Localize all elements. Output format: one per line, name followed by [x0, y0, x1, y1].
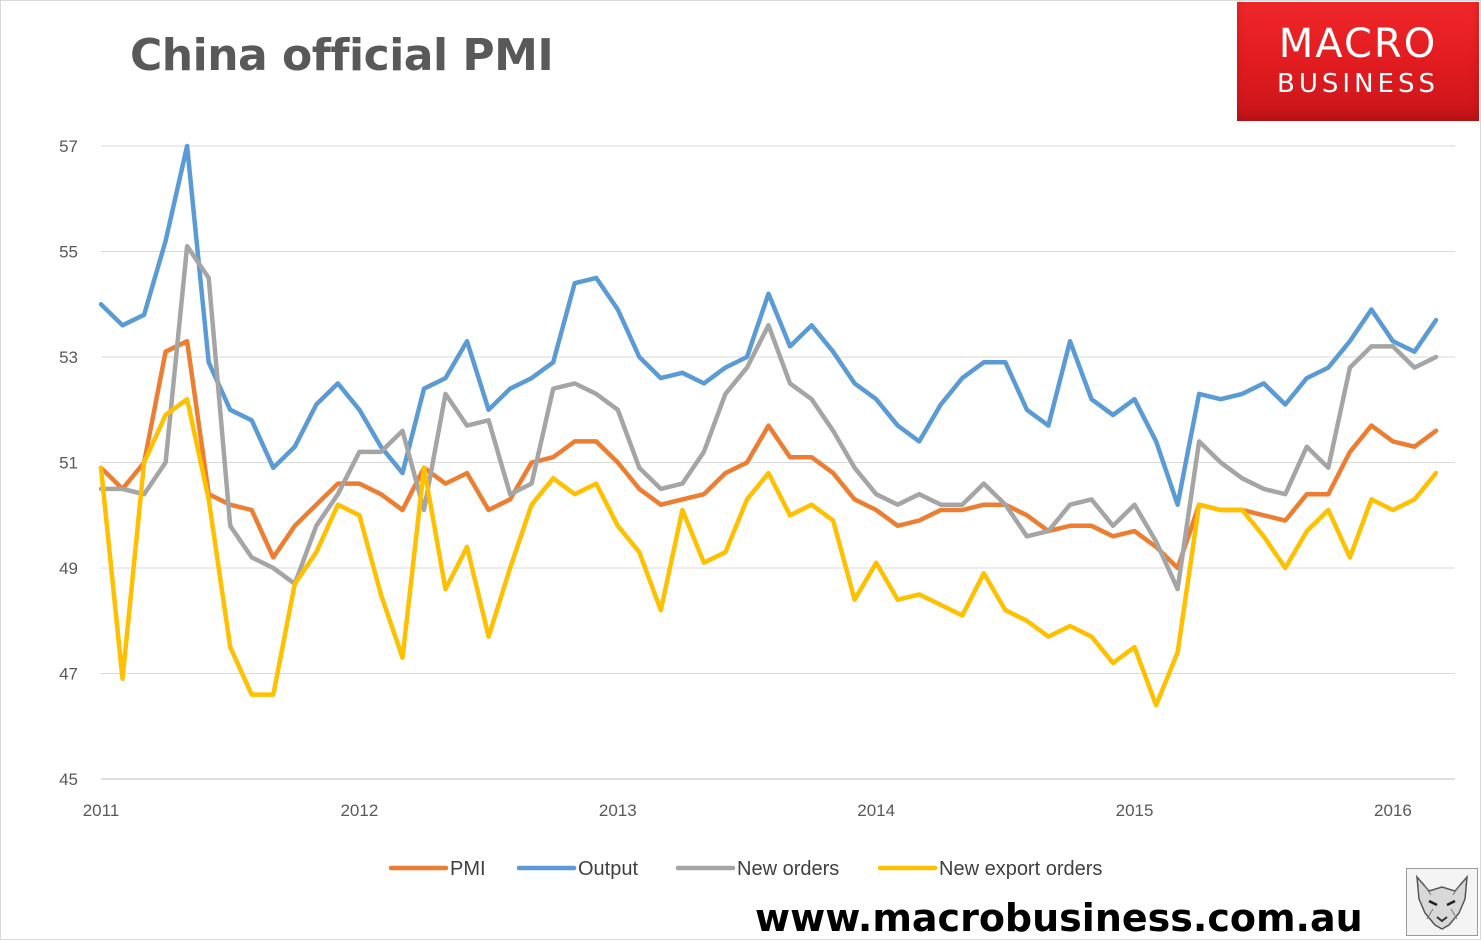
y-tick-label: 51: [59, 454, 78, 473]
series-line-new-orders: [98, 243, 1439, 592]
y-tick-label: 45: [59, 770, 78, 789]
series-line-new-export-orders: [98, 396, 1439, 708]
chart-title: China official PMI: [130, 30, 554, 81]
macrobusiness-logo: MACRO BUSINESS: [1237, 2, 1479, 121]
legend-label: New orders: [737, 858, 839, 880]
y-axis-ticks: 45 47 49 51 53 55 57: [59, 137, 78, 789]
x-tick-label: 2014: [857, 801, 895, 820]
legend-label: Output: [578, 858, 638, 880]
x-tick-label: 2011: [83, 801, 120, 820]
x-tick-label: 2016: [1374, 801, 1412, 820]
logo-line-business: BUSINESS: [1277, 69, 1439, 99]
legend: PMI Output New orders New export orders: [388, 858, 1102, 880]
y-tick-label: 49: [59, 559, 78, 578]
y-tick-label: 47: [59, 665, 78, 684]
series-line-output: [98, 143, 1439, 507]
x-axis-ticks: 2011 2012 2013 2014 2015 2016: [83, 801, 1412, 820]
x-tick-label: 2015: [1116, 801, 1154, 820]
y-tick-label: 53: [59, 348, 78, 367]
series-line-pmi: [98, 338, 1439, 571]
wolf-logo-icon: [1406, 868, 1478, 936]
x-tick-label: 2013: [599, 801, 637, 820]
y-tick-label: 55: [59, 243, 78, 262]
legend-label: New export orders: [939, 858, 1102, 880]
series-lines: [98, 143, 1439, 708]
y-tick-label: 57: [59, 137, 78, 156]
logo-line-macro: MACRO: [1278, 21, 1438, 67]
x-tick-label: 2012: [340, 801, 378, 820]
legend-label: PMI: [450, 858, 486, 880]
gridlines: [101, 145, 1455, 780]
website-url: www.macrobusiness.com.au: [755, 896, 1363, 940]
